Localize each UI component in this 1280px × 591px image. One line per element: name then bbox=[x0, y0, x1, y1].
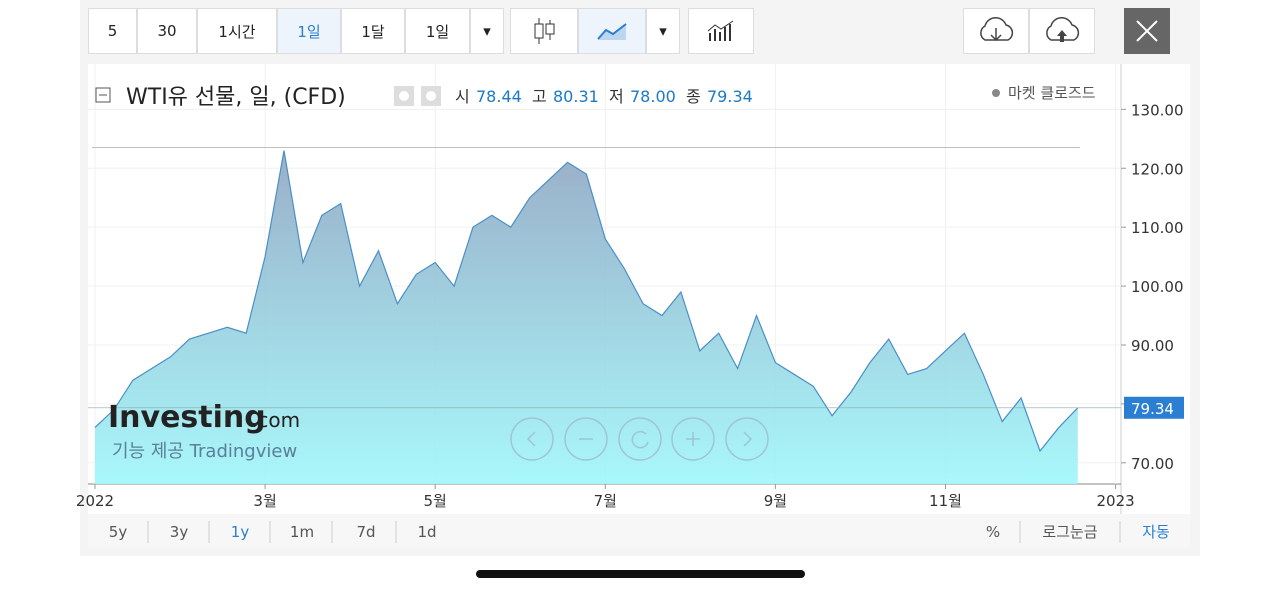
area-button[interactable] bbox=[578, 8, 646, 54]
nav-controls bbox=[510, 417, 769, 461]
interval-button[interactable]: 1일 bbox=[405, 8, 470, 54]
chart-title: WTI유 선물, 일, (CFD) bbox=[126, 85, 346, 110]
x-tick-label: 2023 bbox=[1097, 492, 1135, 510]
y-tick-label: 120.00 bbox=[1131, 160, 1184, 178]
watermark-credit: 기능 제공 Tradingview bbox=[112, 441, 297, 462]
watermark-suffix: .com bbox=[251, 408, 300, 432]
interval-button[interactable]: 30 bbox=[137, 8, 197, 54]
indicator-icon bbox=[707, 20, 734, 41]
download-button[interactable] bbox=[963, 8, 1029, 54]
close-value: 79.34 bbox=[707, 87, 753, 106]
x-tick-label: 5월 bbox=[424, 492, 447, 510]
open-label: 시 bbox=[455, 87, 470, 106]
last-price-label: 79.34 bbox=[1131, 400, 1174, 418]
y-tick-label: 100.00 bbox=[1131, 278, 1184, 296]
cloud-up-icon bbox=[1046, 17, 1080, 42]
y-tick-label: 70.00 bbox=[1131, 455, 1174, 473]
price-area bbox=[95, 150, 1078, 484]
x-tick-label: 2022 bbox=[76, 492, 114, 510]
nav-right[interactable] bbox=[725, 417, 769, 461]
nav-zoom-out[interactable] bbox=[564, 417, 608, 461]
settings-icon-hub bbox=[426, 91, 436, 101]
candle-button[interactable] bbox=[510, 8, 578, 54]
eye-icon-pupil bbox=[399, 91, 409, 101]
range-button[interactable]: 1d bbox=[417, 523, 436, 541]
range-button[interactable]: 1m bbox=[290, 523, 314, 541]
range-button[interactable]: 5y bbox=[109, 523, 128, 541]
range-button[interactable]: 3y bbox=[170, 523, 189, 541]
x-tick-label: 7월 bbox=[594, 492, 617, 510]
open-value: 78.44 bbox=[476, 87, 522, 106]
y-tick-label: 130.00 bbox=[1131, 101, 1184, 119]
y-tick-label: 90.00 bbox=[1131, 337, 1174, 355]
interval-button[interactable]: 5 bbox=[88, 8, 137, 54]
high-value: 80.31 bbox=[553, 87, 599, 106]
nav-reset[interactable] bbox=[618, 417, 662, 461]
interval-button[interactable]: 1일 bbox=[277, 8, 341, 54]
nav-left[interactable] bbox=[510, 417, 554, 461]
y-tick-label: 110.00 bbox=[1131, 219, 1184, 237]
market-status: 마켓 클로즈드 bbox=[1008, 84, 1096, 102]
low-label: 저 bbox=[609, 87, 624, 106]
range-button[interactable]: 7d bbox=[356, 523, 375, 541]
interval-menu[interactable]: ▾ bbox=[470, 8, 504, 54]
high-label: 고 bbox=[532, 87, 547, 106]
low-value: 78.00 bbox=[630, 87, 676, 106]
nav-zoom-in[interactable] bbox=[671, 417, 715, 461]
candle-icon bbox=[534, 18, 555, 44]
watermark-brand: Investing bbox=[108, 400, 266, 435]
chart-type-menu[interactable]: ▾ bbox=[646, 8, 680, 54]
status-dot bbox=[992, 89, 1000, 97]
x-tick-label: 3월 bbox=[253, 492, 276, 510]
x-tick-label: 11월 bbox=[929, 492, 962, 510]
option-button[interactable]: 자동 bbox=[1142, 523, 1170, 541]
close-button[interactable] bbox=[1124, 8, 1170, 54]
cloud-down-icon bbox=[980, 17, 1014, 42]
price-line bbox=[94, 150, 1079, 453]
indicator-button[interactable] bbox=[688, 8, 754, 54]
close-icon bbox=[1136, 20, 1158, 42]
home-indicator bbox=[476, 570, 805, 578]
interval-button[interactable]: 1달 bbox=[341, 8, 405, 54]
x-tick-label: 9월 bbox=[764, 492, 787, 510]
interval-button[interactable]: 1시간 bbox=[197, 8, 277, 54]
collapse-icon[interactable] bbox=[95, 87, 111, 103]
option-button[interactable]: 로그눈금 bbox=[1042, 523, 1097, 541]
footer-bar bbox=[88, 514, 1190, 548]
close-label: 종 bbox=[686, 87, 701, 106]
option-button[interactable]: % bbox=[986, 523, 1000, 541]
area-icon bbox=[597, 23, 627, 40]
upload-button[interactable] bbox=[1029, 8, 1095, 54]
range-button[interactable]: 1y bbox=[231, 523, 250, 541]
last-price-badge bbox=[1124, 396, 1184, 419]
